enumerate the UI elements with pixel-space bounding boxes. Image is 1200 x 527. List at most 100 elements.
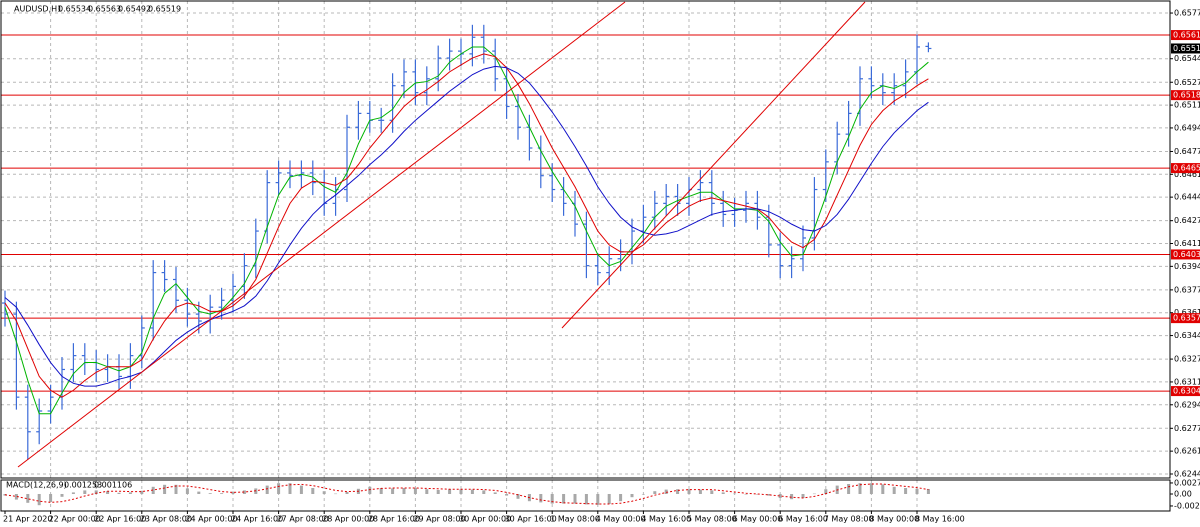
macd-bar bbox=[516, 494, 520, 499]
macd-bar bbox=[26, 494, 30, 503]
macd-bar bbox=[345, 492, 349, 494]
header-low: 0.65492 bbox=[118, 5, 151, 14]
x-tick-label: 30 Apr 00:00 bbox=[459, 515, 511, 524]
macd-bar bbox=[265, 485, 269, 494]
x-tick-label: 29 Apr 08:00 bbox=[413, 515, 465, 524]
macd-bar bbox=[824, 489, 828, 494]
macd-bar bbox=[174, 484, 178, 494]
macd-bar bbox=[231, 491, 235, 494]
macd-y-tick-label: 0.00 bbox=[1174, 490, 1192, 499]
macd-bar bbox=[185, 488, 189, 494]
header-close: 0.65519 bbox=[148, 5, 181, 14]
x-tick-label: 1 May 08:00 bbox=[550, 515, 600, 524]
macd-bar bbox=[391, 488, 395, 494]
level-label: 0.64031 bbox=[1173, 250, 1200, 259]
moving-average bbox=[4, 65, 929, 387]
macd-bar bbox=[812, 493, 816, 495]
macd-pane-border bbox=[0, 479, 1171, 512]
macd-bar bbox=[892, 486, 896, 494]
macd-bar bbox=[117, 492, 121, 494]
x-tick-label: 30 Apr 16:00 bbox=[505, 515, 557, 524]
macd-bar bbox=[322, 491, 326, 494]
macd-bar bbox=[368, 486, 372, 494]
macd-bar bbox=[710, 490, 714, 494]
macd-bar bbox=[801, 494, 805, 498]
macd-bar bbox=[288, 483, 292, 494]
macd-title: MACD(12,26,9) bbox=[6, 481, 67, 490]
macd-bar bbox=[881, 484, 885, 494]
signal-line bbox=[4, 483, 929, 505]
level-label-box bbox=[1171, 30, 1200, 41]
trendline bbox=[561, 1, 866, 329]
macd-bar bbox=[448, 489, 452, 494]
macd-bar bbox=[630, 494, 634, 498]
macd-bar bbox=[676, 489, 680, 494]
x-tick-label: 5 May 08:00 bbox=[687, 515, 737, 524]
macd-bar bbox=[904, 488, 908, 494]
x-tick-label: 28 Apr 16:00 bbox=[368, 515, 420, 524]
macd-bar bbox=[584, 494, 588, 505]
macd-bar bbox=[869, 483, 873, 494]
y-tick-label: 0.63275 bbox=[1174, 355, 1200, 364]
macd-bar bbox=[71, 492, 75, 494]
x-tick-label: 28 Apr 00:00 bbox=[322, 515, 374, 524]
trendlines bbox=[17, 1, 866, 468]
macd-bar bbox=[163, 484, 167, 494]
y-tick-label: 0.64275 bbox=[1174, 216, 1200, 225]
x-tick-label: 6 May 00:00 bbox=[733, 515, 783, 524]
macd-bar bbox=[299, 485, 303, 494]
macd-bar bbox=[413, 488, 417, 494]
macd-y-tick-label: 0.002762 bbox=[1174, 478, 1200, 487]
macd-bar bbox=[242, 490, 246, 494]
y-tick-label: 0.65445 bbox=[1174, 54, 1200, 63]
level-label-box bbox=[1171, 163, 1200, 174]
level-label-box bbox=[1171, 249, 1200, 260]
x-tick-label: 21 Apr 2020 bbox=[3, 515, 52, 524]
macd-bar bbox=[619, 494, 623, 502]
y-tick-label: 0.63775 bbox=[1174, 285, 1200, 294]
moving-average bbox=[4, 46, 929, 415]
macd-bar bbox=[790, 494, 794, 500]
y-tick-label: 0.62775 bbox=[1174, 424, 1200, 433]
y-tick-label: 0.62445 bbox=[1174, 469, 1200, 478]
macd-bar bbox=[277, 483, 281, 494]
y-tick-label: 0.63445 bbox=[1174, 331, 1200, 340]
macd-y-tick-label: -0.00299 bbox=[1174, 501, 1200, 510]
macd-bar bbox=[687, 489, 691, 494]
level-label: 0.63571 bbox=[1173, 314, 1200, 323]
x-tick-label: 4 May 16:00 bbox=[641, 515, 691, 524]
macd-bar bbox=[220, 493, 224, 494]
macd-bar bbox=[562, 494, 566, 504]
macd-bar bbox=[744, 494, 748, 495]
price-pane-border bbox=[0, 0, 1171, 479]
y-tick-label: 0.64775 bbox=[1174, 147, 1200, 156]
macd-bar bbox=[664, 489, 668, 494]
macd-bar bbox=[151, 486, 155, 494]
macd-pane bbox=[3, 480, 930, 511]
x-tick-label: 22 Apr 16:00 bbox=[94, 515, 146, 524]
macd-bar bbox=[539, 494, 543, 503]
macd-bar bbox=[733, 493, 737, 495]
macd-bar bbox=[721, 492, 725, 494]
macd-bar bbox=[596, 494, 600, 505]
signal-value: 0.001106 bbox=[94, 481, 132, 490]
current-price-label: 0.65519 bbox=[1173, 44, 1200, 53]
macd-value: 0.001253 bbox=[64, 481, 102, 490]
x-tick-label: 22 Apr 00:00 bbox=[49, 515, 101, 524]
macd-bar bbox=[778, 494, 782, 498]
level-label: 0.65616 bbox=[1173, 31, 1200, 40]
macd-bar bbox=[482, 490, 486, 494]
x-tick-label: 27 Apr 08:00 bbox=[277, 515, 329, 524]
y-tick-label: 0.64945 bbox=[1174, 123, 1200, 132]
y-tick-label: 0.64445 bbox=[1174, 193, 1200, 202]
level-label: 0.63044 bbox=[1173, 387, 1200, 396]
x-tick-label: 6 May 16:00 bbox=[778, 515, 828, 524]
x-tick-label: 24 Apr 16:00 bbox=[231, 515, 283, 524]
macd-bar bbox=[14, 494, 18, 500]
macd-bar bbox=[858, 483, 862, 494]
